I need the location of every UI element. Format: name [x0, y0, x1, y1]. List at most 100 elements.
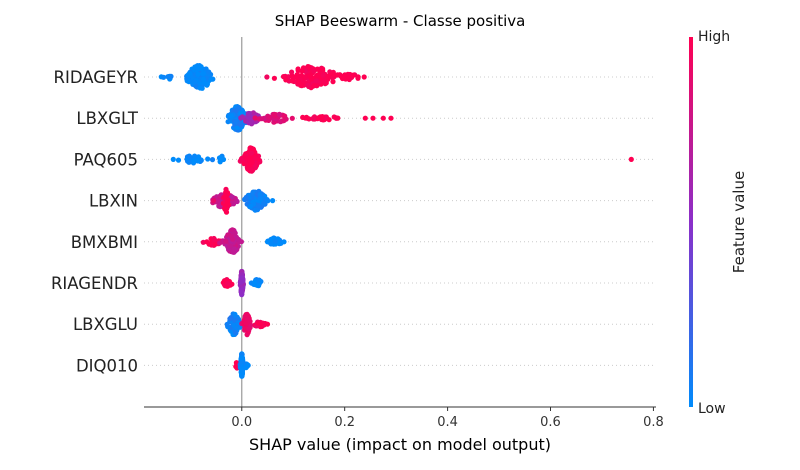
shap-point — [388, 115, 394, 121]
shap-point — [233, 325, 240, 331]
shap-point — [210, 198, 217, 204]
shap-point — [289, 78, 295, 84]
shap-point — [175, 157, 182, 163]
shap-point — [295, 66, 301, 72]
shap-point — [248, 145, 254, 151]
shap-point — [247, 154, 253, 160]
shap-point — [228, 233, 234, 240]
feature-label: LBXIN — [89, 192, 138, 211]
shap-point — [259, 116, 265, 122]
feature-label: RIAGENDR — [51, 274, 138, 293]
shap-point — [350, 72, 356, 78]
shap-point — [346, 74, 352, 80]
shap-point — [331, 72, 337, 78]
shap-point — [217, 240, 223, 246]
feature-label: BMXBMI — [71, 233, 138, 252]
feature-label: DIQ010 — [76, 356, 138, 375]
shap-point — [243, 320, 249, 326]
shap-point — [239, 355, 245, 361]
colorbar-title: Feature value — [730, 171, 748, 273]
shap-point — [264, 74, 270, 80]
shap-point — [187, 154, 193, 160]
shap-point — [325, 73, 331, 79]
x-tick-label: 0.4 — [437, 415, 458, 430]
shap-point — [252, 115, 258, 121]
shap-point — [271, 112, 277, 118]
x-axis-label: SHAP value (impact on model output) — [249, 435, 551, 454]
shap-point — [243, 194, 249, 200]
shap-point — [320, 72, 326, 78]
shap-point — [235, 236, 241, 242]
shap-point — [225, 280, 231, 287]
shap-point — [208, 76, 214, 82]
shap-point — [281, 239, 287, 245]
shap-point — [248, 166, 254, 173]
shap-point — [252, 155, 258, 162]
shap-point — [271, 75, 277, 81]
shap-point — [302, 74, 308, 80]
shap-point — [245, 111, 251, 117]
feature-label: RIDAGEYR — [54, 68, 139, 87]
points-layer — [158, 63, 634, 379]
x-tick-label: 0.2 — [334, 415, 355, 430]
shap-point — [227, 316, 233, 322]
shap-point — [195, 158, 201, 164]
shap-point — [223, 238, 229, 244]
x-tick-label: 0.6 — [540, 415, 561, 430]
chart-title: SHAP Beeswarm - Classe positiva — [275, 12, 526, 30]
shap-point — [281, 117, 287, 123]
shap-point — [264, 197, 270, 203]
feature-label: LBXGLU — [73, 315, 138, 334]
shap-point — [250, 190, 256, 196]
shap-point — [257, 195, 263, 202]
shap-point — [225, 119, 231, 125]
feature-label: PAQ605 — [74, 150, 138, 169]
shap-point — [308, 73, 314, 79]
shap-point — [289, 69, 295, 75]
shap-point — [238, 290, 245, 296]
colorbar — [689, 37, 693, 407]
shap-point — [229, 194, 235, 200]
shap-point — [270, 198, 276, 204]
shap-point — [230, 249, 236, 255]
shap-point — [224, 321, 230, 327]
shap-point — [200, 71, 206, 77]
colorbar-low-label: Low — [698, 401, 726, 417]
shap-point — [276, 111, 282, 117]
shap-point — [628, 156, 634, 162]
shap-point — [204, 239, 210, 245]
shap-point — [272, 238, 278, 244]
x-axis: 0.0 0.2 0.4 0.6 0.8 — [144, 406, 664, 430]
shap-point — [227, 243, 233, 249]
shap-point — [187, 70, 193, 76]
shap-point — [361, 74, 367, 80]
shap-point — [198, 64, 204, 70]
shap-point — [195, 71, 201, 77]
shap-point — [239, 368, 245, 374]
shap-point — [246, 326, 252, 332]
x-tick-label: 0.8 — [643, 415, 664, 430]
shap-point — [166, 74, 172, 80]
shap-point — [306, 64, 312, 70]
shap-point — [261, 200, 267, 206]
row-guides — [144, 76, 656, 366]
shap-point — [305, 82, 311, 88]
shap-point — [255, 203, 262, 209]
shap-point — [232, 330, 239, 336]
shap-point — [299, 83, 305, 89]
shap-point — [237, 279, 243, 285]
shap-point — [247, 318, 253, 324]
shap-point — [197, 85, 203, 91]
shap-point — [238, 156, 244, 162]
shap-point — [283, 77, 289, 83]
shap-point — [249, 160, 255, 166]
shap-point — [224, 199, 230, 205]
shap-point — [222, 194, 228, 200]
shap-point — [313, 78, 319, 84]
shap-point — [218, 154, 224, 161]
shap-point — [204, 81, 210, 87]
shap-point — [186, 159, 192, 165]
feature-label: LBXGLT — [76, 109, 139, 128]
shap-point — [170, 156, 176, 162]
